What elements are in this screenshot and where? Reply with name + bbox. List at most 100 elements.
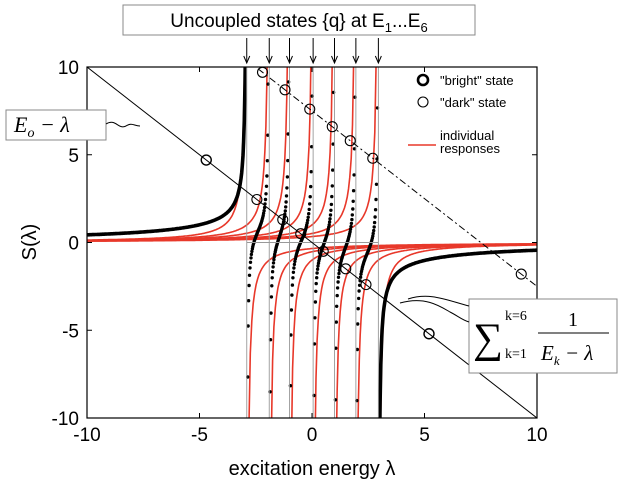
total-response-point: [284, 194, 289, 198]
total-response-point: [283, 209, 287, 213]
legend-dark-marker: [417, 96, 429, 108]
individual-response-curve: [87, 67, 268, 242]
total-response-point: [308, 195, 312, 199]
total-response-point: [356, 307, 360, 311]
total-response-point: [372, 228, 376, 233]
total-response-point: [286, 158, 290, 163]
total-response-point: [291, 270, 296, 274]
total-response-point: [352, 147, 357, 151]
legend-individual-label: individual responses: [440, 128, 500, 156]
total-response-point: [306, 215, 310, 219]
legend-dark-label: "dark" state: [440, 95, 506, 110]
total-response-point: [265, 159, 270, 163]
total-response-point: [264, 184, 269, 188]
total-response-point: [351, 199, 355, 203]
total-response-point: [329, 208, 333, 212]
total-response-point: [247, 273, 252, 277]
total-response-point: [313, 316, 317, 320]
total-response-point: [272, 257, 276, 262]
total-response-point: [269, 311, 273, 315]
total-response-point: [336, 280, 340, 284]
total-response-point: [290, 283, 295, 287]
total-response-point: [284, 205, 288, 209]
dashdot-marker: [515, 268, 527, 280]
total-response-point: [284, 200, 288, 204]
total-response-point: [315, 276, 319, 280]
svg-text:∑: ∑: [473, 316, 503, 362]
svg-text:Ek − λ: Ek − λ: [540, 341, 593, 368]
total-response-point: [305, 221, 309, 225]
y-tick-label: 5: [68, 146, 79, 167]
total-response-point: [335, 304, 339, 308]
total-response-point: [269, 295, 274, 299]
svg-text:1: 1: [568, 309, 578, 331]
total-response-point: [306, 218, 310, 222]
total-response-point: [357, 283, 362, 287]
level-arrow-head: [243, 55, 251, 65]
dark-state-marker: [360, 279, 372, 291]
total-response-point: [316, 264, 320, 268]
dashdot-marker: [344, 135, 356, 147]
total-response-point: [352, 173, 356, 177]
total-response-point: [314, 281, 318, 286]
total-response-point: [371, 231, 375, 236]
total-response-point: [357, 296, 361, 301]
total-response-point: [282, 215, 287, 219]
total-response-point: [292, 266, 296, 270]
total-response-point: [307, 212, 311, 216]
total-response-point: [350, 213, 354, 217]
total-response-point: [355, 347, 359, 352]
reference-lines: [87, 67, 537, 418]
curves-layer: [87, 67, 537, 418]
x-tick-label: -10: [73, 425, 100, 446]
total-response-point: [248, 266, 252, 270]
dark-state-marker: [295, 228, 307, 240]
total-response-point: [285, 186, 289, 190]
level-arrows: [243, 38, 382, 65]
x-tick-label: 0: [307, 425, 318, 446]
y-tick-label: 10: [58, 58, 79, 79]
total-response-point: [373, 208, 378, 212]
svg-text:k=1: k=1: [505, 347, 527, 362]
total-response-point: [327, 223, 331, 227]
total-response-point: [374, 182, 379, 186]
total-response-point: [265, 174, 269, 178]
individual-response-curve: [87, 67, 333, 242]
svg-text:k=6: k=6: [505, 309, 527, 324]
total-response-point: [335, 293, 339, 298]
total-response-point: [359, 272, 363, 276]
total-response-point: [327, 220, 332, 224]
total-response-point: [308, 202, 312, 206]
total-response-point: [266, 133, 270, 137]
total-response-point: [350, 217, 354, 222]
total-response-point: [309, 184, 313, 189]
total-response-point: [310, 145, 314, 149]
dark-state-marker: [317, 245, 329, 257]
total-response-point: [371, 234, 375, 238]
total-response-point: [307, 207, 311, 212]
dashdot-marker: [326, 121, 338, 133]
total-response-point: [315, 267, 320, 271]
total-response-point: [290, 293, 294, 297]
total-response-point: [248, 260, 253, 264]
total-response-point: [270, 270, 275, 274]
legend-bright-marker: [416, 73, 430, 87]
svg-text:Eo − λ: Eo − λ: [13, 112, 70, 141]
total-response-point: [356, 322, 360, 326]
total-response-point: [313, 300, 318, 304]
legend-bright-label: "bright" state: [440, 73, 514, 88]
y-tick-label: -10: [52, 409, 79, 430]
total-response-point: [292, 262, 297, 267]
annotation-eo-lambda: Eo − λ: [5, 109, 141, 141]
level-arrow-head: [352, 55, 360, 65]
total-response-point: [271, 261, 276, 265]
total-response-point: [330, 184, 334, 188]
x-tick-label: 5: [419, 425, 430, 446]
total-response-point: [349, 224, 353, 229]
dashdot-line: [257, 68, 537, 287]
dashdot-marker: [279, 84, 291, 96]
total-response-point: [372, 220, 377, 225]
chart-title: Uncoupled states {q} at E1...E6: [170, 11, 427, 35]
total-response-point: [262, 209, 266, 213]
